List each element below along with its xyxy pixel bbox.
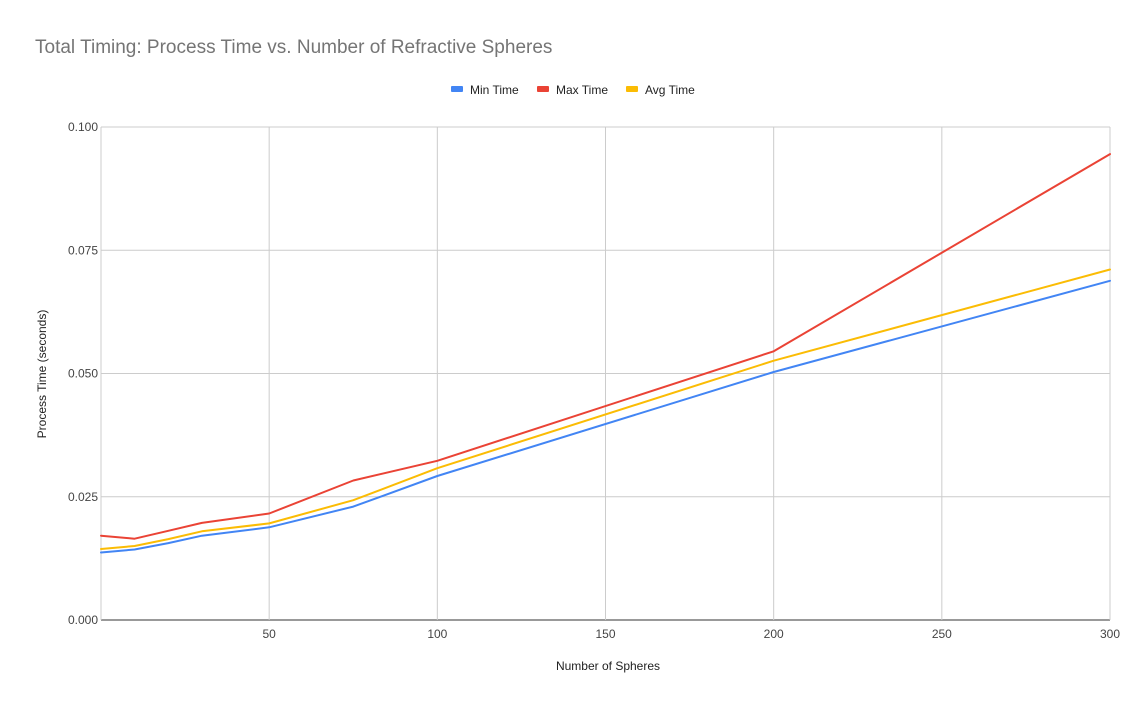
x-axis-label: Number of Spheres bbox=[556, 659, 660, 673]
grid bbox=[100, 126, 1111, 621]
x-tick-label: 50 bbox=[262, 627, 276, 641]
y-tick-label: 0.025 bbox=[68, 490, 98, 504]
x-tick-label: 300 bbox=[1100, 627, 1120, 641]
x-tick-label: 250 bbox=[932, 627, 952, 641]
legend-swatch-avg-time bbox=[626, 86, 638, 92]
y-tick-label: 0.000 bbox=[68, 613, 98, 627]
y-axis-ticks: 0.000 0.025 0.050 0.075 0.100 bbox=[68, 120, 98, 627]
y-tick-label: 0.075 bbox=[68, 243, 98, 257]
legend: Min Time Max Time Avg Time bbox=[451, 83, 695, 97]
series-line-max-time bbox=[100, 153, 1111, 540]
y-axis-label: Process Time (seconds) bbox=[35, 310, 49, 439]
x-axis-ticks: 50 100 150 200 250 300 bbox=[262, 627, 1120, 641]
x-tick-label: 200 bbox=[764, 627, 784, 641]
y-tick-label: 0.050 bbox=[68, 367, 98, 381]
chart-title: Total Timing: Process Time vs. Number of… bbox=[35, 37, 552, 58]
series-lines bbox=[100, 153, 1111, 554]
x-tick-label: 100 bbox=[427, 627, 447, 641]
series-line-avg-time bbox=[100, 268, 1111, 550]
legend-swatch-max-time bbox=[537, 86, 549, 92]
legend-label-max-time: Max Time bbox=[556, 83, 608, 97]
legend-swatch-min-time bbox=[451, 86, 463, 92]
legend-label-avg-time: Avg Time bbox=[645, 83, 695, 97]
x-tick-label: 150 bbox=[595, 627, 615, 641]
y-tick-label: 0.100 bbox=[68, 120, 98, 134]
series-line-min-time bbox=[100, 279, 1111, 554]
legend-label-min-time: Min Time bbox=[470, 83, 519, 97]
